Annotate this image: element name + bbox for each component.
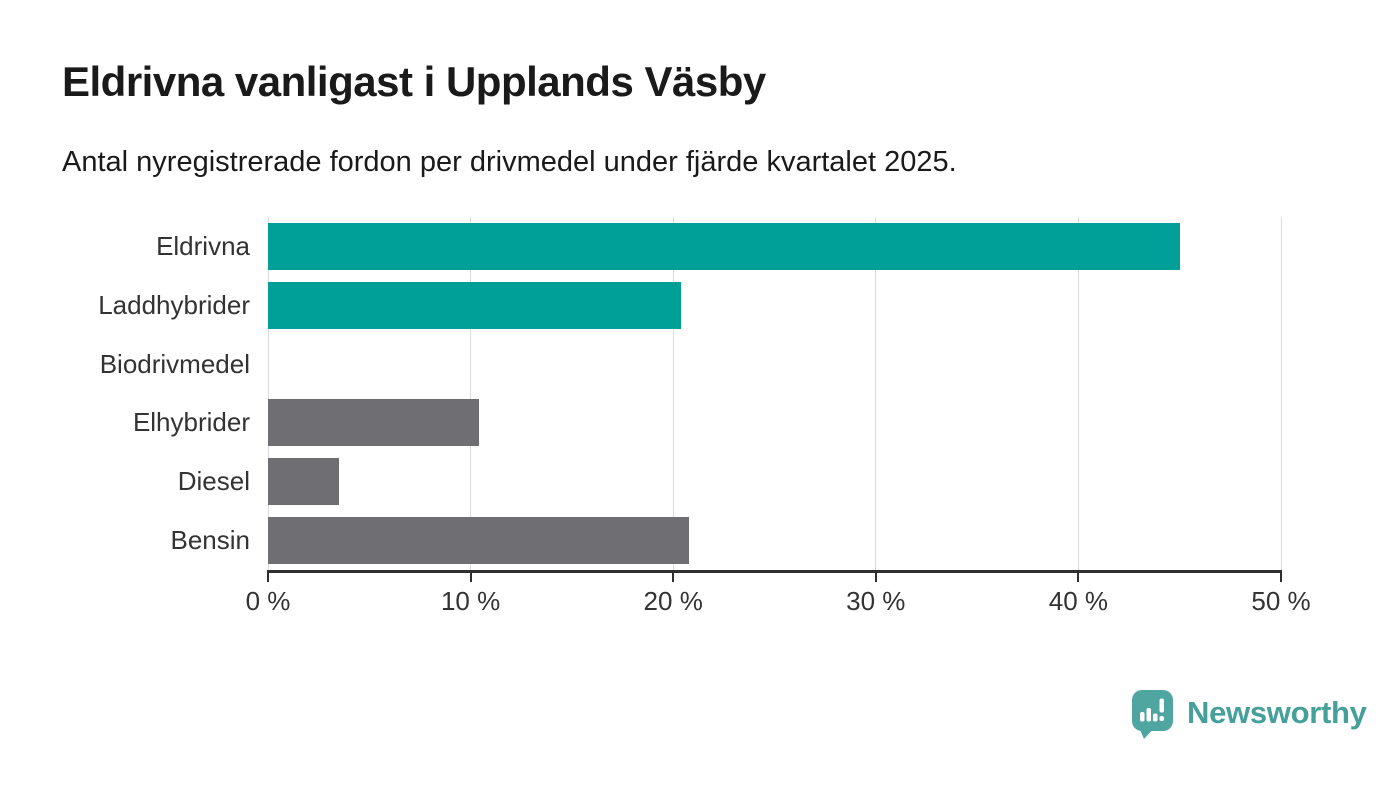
gridline	[875, 217, 877, 570]
x-tick	[1077, 573, 1080, 582]
x-axis: 0 % 10 % 20 % 30 % 40 % 50 %	[246, 570, 1311, 620]
plot-area	[267, 217, 1282, 570]
category-axis: Eldrivna Laddhybrider Biodrivmedel Elhybrid…	[0, 217, 250, 570]
x-tick-label: 30 %	[846, 586, 906, 616]
bar	[268, 281, 682, 329]
category-label: Diesel	[177, 466, 250, 497]
gridline	[267, 217, 269, 570]
category-label: Elhybrider	[132, 407, 250, 438]
x-tick	[672, 573, 675, 582]
x-tick	[267, 573, 269, 582]
bar	[268, 458, 339, 506]
bar	[268, 222, 1180, 270]
gridline	[672, 217, 674, 570]
category-label: Laddhybrider	[98, 289, 250, 320]
brand-name: Newsworthy	[1187, 695, 1367, 730]
bar	[268, 517, 690, 565]
x-tick-label: 20 %	[643, 586, 703, 616]
chart-subtitle: Antal nyregistrerade fordon per drivmede…	[62, 146, 957, 178]
x-tick-label: 50 %	[1251, 586, 1311, 616]
x-tick	[874, 573, 877, 582]
newsworthy-logo: Newsworthy	[1131, 689, 1367, 741]
gridline	[1077, 217, 1079, 570]
category-label: Eldrivna	[156, 230, 250, 261]
gridline	[470, 217, 472, 570]
x-axis-line	[267, 570, 1282, 573]
newsworthy-chart-pin-icon	[1132, 690, 1173, 739]
chart-title: Eldrivna vanligast i Upplands Väsby	[62, 58, 766, 105]
gridline	[1280, 217, 1282, 570]
x-tick-label: 0 %	[245, 586, 291, 616]
x-tick-label: 10 %	[440, 586, 501, 616]
category-label: Biodrivmedel	[99, 348, 250, 379]
category-label: Bensin	[170, 525, 251, 556]
x-tick	[1280, 573, 1282, 582]
x-tick	[469, 573, 472, 582]
bar	[268, 399, 479, 447]
x-tick-label: 40 %	[1048, 586, 1109, 616]
